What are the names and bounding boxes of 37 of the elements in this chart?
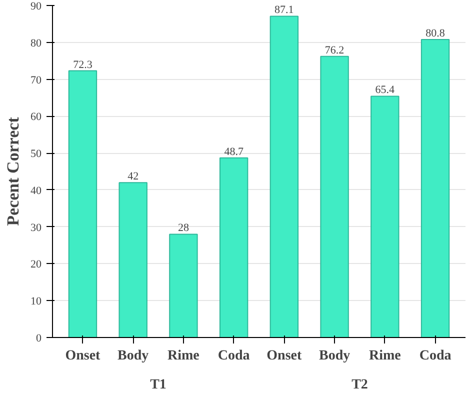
y-tick-label: 30 bbox=[30, 222, 42, 234]
bar bbox=[219, 157, 248, 338]
y-tick-label: 50 bbox=[30, 148, 42, 160]
x-tick-label: Onset bbox=[65, 348, 101, 364]
x-tick-label: Coda bbox=[218, 348, 250, 364]
bar bbox=[370, 96, 400, 338]
data-label: 87.1 bbox=[274, 4, 294, 16]
data-label: 80.8 bbox=[426, 27, 446, 40]
y-tick-label: 70 bbox=[30, 74, 42, 86]
bar bbox=[320, 56, 349, 338]
x-tick-label: Rime bbox=[368, 348, 401, 364]
y-tick-label: 40 bbox=[30, 184, 42, 197]
bar bbox=[169, 234, 198, 338]
x-tick-label: Coda bbox=[419, 348, 452, 364]
bar bbox=[118, 182, 148, 338]
y-tick-label: 80 bbox=[30, 37, 42, 50]
y-axis-title: Pecent Correct bbox=[4, 116, 22, 226]
data-label: 72.3 bbox=[73, 58, 93, 71]
data-label: 65.4 bbox=[375, 84, 396, 96]
y-tick-label: 10 bbox=[30, 296, 42, 308]
bar bbox=[270, 16, 299, 338]
x-tick-label: Rime bbox=[168, 348, 200, 364]
x-tick-label: Onset bbox=[266, 348, 302, 364]
bar bbox=[68, 70, 98, 338]
y-tick-label: 20 bbox=[30, 258, 42, 271]
bar bbox=[420, 38, 450, 338]
x-tick-label: Body bbox=[118, 348, 149, 364]
x-tick-label: Body bbox=[318, 348, 350, 364]
y-tick-label: 0 bbox=[36, 332, 42, 344]
text: T1 bbox=[150, 378, 166, 392]
data-label: 76.2 bbox=[324, 44, 344, 56]
text: T2 bbox=[352, 378, 368, 392]
data-label: 42 bbox=[128, 170, 139, 183]
data-label: 28 bbox=[178, 222, 190, 234]
y-tick-label: 90 bbox=[30, 0, 42, 12]
data-label: 48.7 bbox=[224, 146, 244, 158]
y-tick-label: 60 bbox=[30, 111, 42, 124]
